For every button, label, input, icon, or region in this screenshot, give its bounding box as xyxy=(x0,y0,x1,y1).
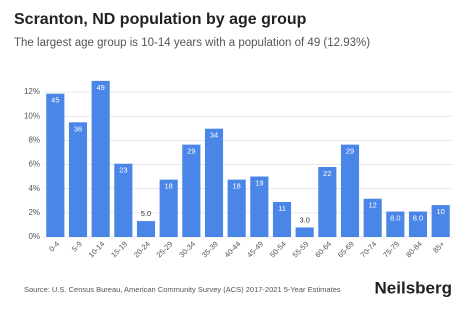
data-label: 8.0 xyxy=(413,214,423,223)
bar xyxy=(204,128,224,237)
x-tick-label: 50-54 xyxy=(268,239,288,259)
data-label: 11 xyxy=(278,204,286,213)
data-label: 29 xyxy=(346,147,354,156)
x-tick-label: 25-29 xyxy=(155,239,175,259)
bar xyxy=(295,227,314,237)
bar xyxy=(68,122,88,237)
y-tick-label: 12% xyxy=(24,87,40,96)
x-tick-label: 60-64 xyxy=(313,239,333,259)
data-label: 5.0 xyxy=(141,209,151,218)
data-label: 10 xyxy=(436,207,444,216)
bar xyxy=(250,176,269,237)
x-tick-label: 30-34 xyxy=(177,239,197,259)
data-label: 23 xyxy=(119,166,127,175)
bar xyxy=(159,179,178,237)
bar xyxy=(91,80,110,237)
chart-subtitle: The largest age group is 10-14 years wit… xyxy=(14,37,370,49)
data-label: 45 xyxy=(51,96,59,105)
y-tick-label: 0% xyxy=(28,232,40,241)
y-tick-label: 4% xyxy=(28,184,40,193)
data-label: 12 xyxy=(368,201,376,210)
data-label: 36 xyxy=(74,124,82,133)
x-tick-label: 40-44 xyxy=(223,239,243,259)
bar xyxy=(340,144,360,237)
brand-logo: Neilsberg xyxy=(375,278,452,297)
data-label: 34 xyxy=(210,131,218,140)
data-label: 22 xyxy=(323,169,331,178)
x-tick-label: 75-79 xyxy=(381,239,401,259)
bar xyxy=(272,201,292,237)
bar xyxy=(114,163,133,237)
y-tick-label: 8% xyxy=(28,136,40,145)
y-tick-label: 10% xyxy=(24,111,40,120)
data-label: 8.0 xyxy=(390,214,400,223)
x-tick-label: 45-49 xyxy=(245,239,265,259)
chart-title: Scranton, ND population by age group xyxy=(14,11,307,28)
bar xyxy=(227,179,246,237)
bar xyxy=(386,211,405,237)
bar xyxy=(431,205,450,237)
x-tick-label: 80-84 xyxy=(404,239,424,259)
bar xyxy=(46,93,65,237)
x-tick-label: 85+ xyxy=(431,239,447,255)
x-tick-label: 65-69 xyxy=(336,239,356,259)
bar xyxy=(318,166,337,237)
x-tick-label: 35-39 xyxy=(200,239,220,259)
x-tick-label: 15-19 xyxy=(109,239,129,259)
bar xyxy=(363,198,382,237)
y-tick-label: 6% xyxy=(28,160,40,169)
data-label: 18 xyxy=(164,182,172,191)
data-label: 49 xyxy=(96,83,104,92)
x-tick-label: 20-24 xyxy=(132,239,152,259)
x-tick-label: 5-9 xyxy=(70,239,84,253)
data-label: 19 xyxy=(255,178,263,187)
bar xyxy=(182,144,201,237)
x-tick-label: 0-4 xyxy=(47,239,61,253)
bar xyxy=(136,221,156,237)
x-tick-label: 10-14 xyxy=(87,239,107,259)
source-note: Source: U.S. Census Bureau, American Com… xyxy=(24,285,341,294)
data-label: 3.0 xyxy=(299,215,309,224)
data-label: 18 xyxy=(232,182,240,191)
x-tick-label: 55-59 xyxy=(291,239,311,259)
bar xyxy=(408,211,428,237)
x-tick-label: 70-74 xyxy=(359,239,379,259)
data-label: 29 xyxy=(187,147,195,156)
y-tick-label: 2% xyxy=(28,208,40,217)
